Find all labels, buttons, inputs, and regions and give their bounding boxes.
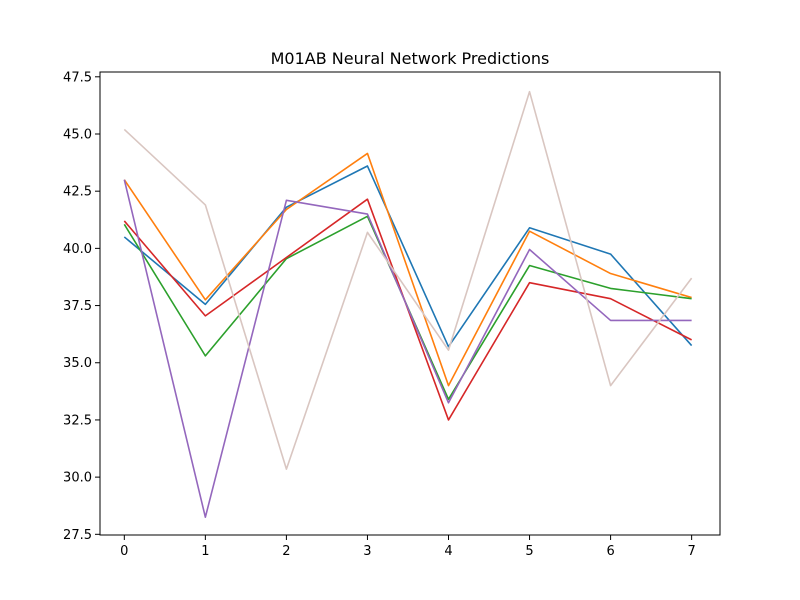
y-tick-label: 40.0 xyxy=(63,242,92,257)
x-axis: 0 1 2 3 4 5 6 7 xyxy=(120,535,696,559)
y-tick-label: 32.5 xyxy=(63,413,92,428)
y-tick-label: 35.0 xyxy=(63,356,92,371)
series-line-5 xyxy=(123,179,692,518)
series-line-6 xyxy=(123,90,693,470)
y-tick-label: 30.0 xyxy=(63,471,92,486)
series-line-1 xyxy=(123,165,693,348)
x-tick-label: 0 xyxy=(120,544,128,559)
x-tick-label: 4 xyxy=(444,544,452,559)
y-tick-label: 42.5 xyxy=(63,185,92,200)
series-line-2 xyxy=(123,152,692,387)
x-tick-label: 1 xyxy=(201,544,209,559)
chart-title: M01AB Neural Network Predictions xyxy=(271,49,550,68)
x-tick-label: 2 xyxy=(282,544,290,559)
series-layer xyxy=(123,90,693,518)
x-tick-label: 3 xyxy=(363,544,371,559)
y-tick-label: 47.5 xyxy=(63,70,92,85)
plot-frame xyxy=(99,71,721,536)
x-tick-label: 6 xyxy=(606,544,614,559)
y-tick-label: 27.5 xyxy=(63,528,92,543)
y-tick-label: 45.0 xyxy=(63,127,92,142)
y-axis: 27.5 30.0 32.5 35.0 37.5 40.0 42.5 45.0 47.5 xyxy=(63,70,100,543)
x-tick-label: 5 xyxy=(525,544,533,559)
y-tick-label: 37.5 xyxy=(63,299,92,314)
x-tick-label: 7 xyxy=(687,544,695,559)
